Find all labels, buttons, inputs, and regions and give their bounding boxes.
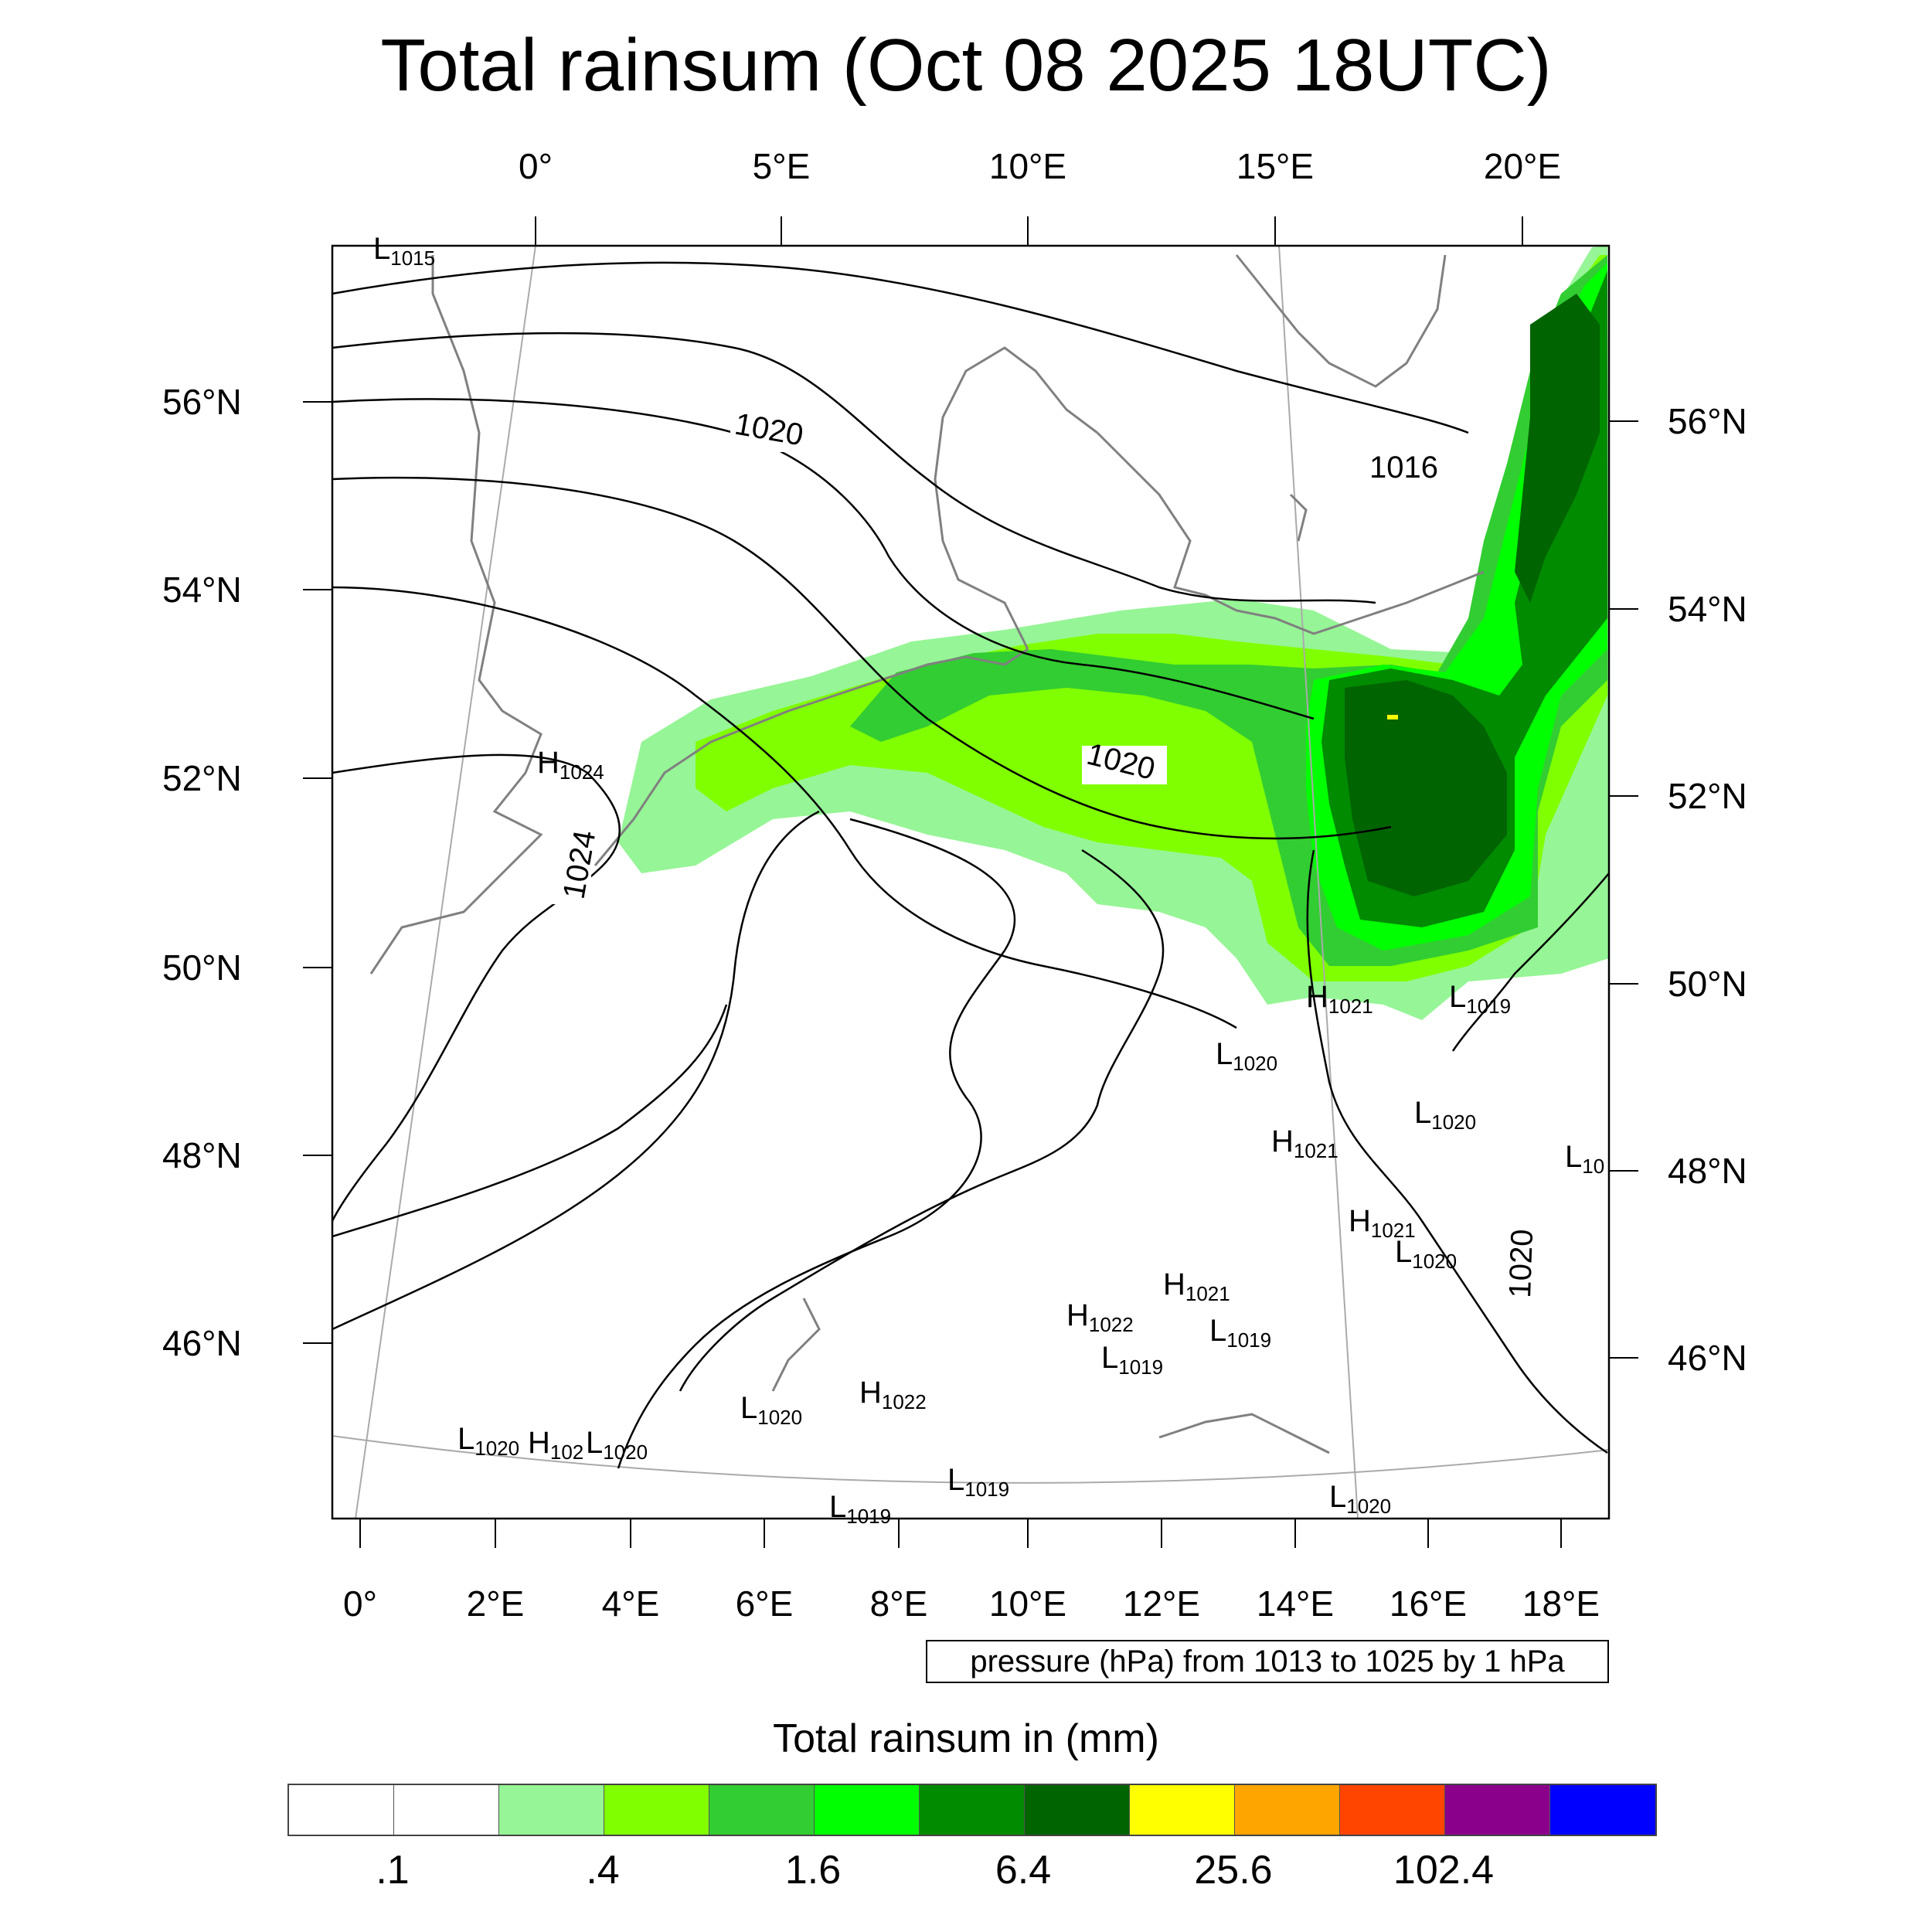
pressure-center: H1021: [1349, 1204, 1416, 1242]
pressure-center: L10: [1565, 1140, 1605, 1178]
lat-label-right: 46°N: [1668, 1338, 1747, 1378]
lon-label-top: 20°E: [1483, 146, 1562, 186]
tick-marks: [303, 216, 1638, 1548]
colorbar: [287, 1784, 1657, 1836]
rain-shading: [618, 246, 1609, 1020]
rain-area-darkest: [1345, 294, 1600, 896]
lon-label-bottom: 2°E: [466, 1583, 525, 1624]
isobar-label: 1016: [1369, 451, 1438, 485]
lon-label-bottom: 16°E: [1389, 1583, 1468, 1624]
lat-label-left: 50°N: [162, 947, 242, 988]
lat-label-left: 54°N: [162, 570, 242, 610]
map-frame: [331, 244, 1611, 1520]
lon-label-bottom: 0°: [343, 1583, 377, 1624]
colorbar-label: 102.4: [1393, 1848, 1495, 1893]
pressure-center: H102: [528, 1426, 584, 1464]
lat-label-left: 52°N: [162, 758, 242, 798]
lon-label-bottom: 6°E: [735, 1583, 794, 1624]
colorbar-box: [1445, 1785, 1550, 1835]
pressure-center: H1021: [1306, 980, 1373, 1018]
isobar-label: 1020: [1503, 1229, 1539, 1298]
lon-label-top: 0°: [519, 146, 553, 186]
rain-max-spot: [1387, 715, 1398, 719]
pressure-center: L1019: [829, 1490, 892, 1528]
map-title: Total rainsum (Oct 08 2025 18UTC): [380, 24, 1552, 107]
colorbar-box: [1550, 1785, 1655, 1835]
colorbar-box: [394, 1785, 499, 1835]
pressure-center: L1020: [1414, 1096, 1477, 1134]
colorbar-box: [1130, 1785, 1235, 1835]
lat-label-left: 46°N: [162, 1323, 242, 1363]
lon-label-top: 5°E: [752, 146, 811, 186]
coastline: [369, 254, 1485, 1454]
pressure-center: H1024: [537, 746, 604, 784]
colorbar-box: [1340, 1785, 1445, 1835]
pressure-center: H1021: [1271, 1124, 1338, 1162]
graticule: [332, 245, 1610, 1519]
lon-label-top: 15°E: [1236, 146, 1315, 186]
lat-label-right: 56°N: [1668, 401, 1747, 441]
lon-label-bottom: 12°E: [1122, 1583, 1201, 1624]
colorbar-label: .4: [586, 1848, 620, 1893]
colorbar-label: .1: [376, 1848, 410, 1893]
isobar-labels: 1020 1016 1020 1024 1020: [553, 407, 1539, 1306]
pressure-center: L1019: [1449, 980, 1512, 1018]
colorbar-box: [920, 1785, 1025, 1835]
lat-label-left: 56°N: [162, 382, 242, 422]
colorbar-box: [499, 1785, 604, 1835]
pressure-center: L1019: [1209, 1314, 1272, 1352]
lon-label-bottom: 14°E: [1256, 1583, 1335, 1624]
colorbar-label: 6.4: [995, 1848, 1052, 1893]
lat-label-right: 52°N: [1668, 776, 1747, 816]
pressure-center: L1020: [457, 1422, 520, 1460]
pressure-center: L1020: [1329, 1480, 1392, 1518]
pressure-center: L1015: [373, 232, 436, 270]
colorbar-box: [1025, 1785, 1130, 1835]
lon-label-bottom: 8°E: [869, 1583, 928, 1624]
colorbar-label: 25.6: [1194, 1848, 1273, 1893]
colorbar-title: Total rainsum in (mm): [773, 1716, 1159, 1761]
pressure-center: H1021: [1163, 1267, 1230, 1305]
colorbar-box: [1235, 1785, 1340, 1835]
pressure-center: H1022: [859, 1376, 927, 1413]
colorbar-box: [289, 1785, 394, 1835]
colorbar-box: [709, 1785, 815, 1835]
lon-label-bottom: 18°E: [1522, 1583, 1600, 1624]
lat-label-right: 54°N: [1668, 589, 1747, 629]
pressure-center: H1022: [1066, 1298, 1134, 1336]
colorbar-label: 1.6: [784, 1848, 842, 1893]
colorbar-box: [604, 1785, 709, 1835]
lon-label-top: 10°E: [988, 146, 1067, 186]
lon-label-bottom: 10°E: [988, 1583, 1067, 1624]
lat-label-right: 50°N: [1668, 964, 1747, 1004]
pressure-center: L1020: [1216, 1037, 1278, 1075]
lon-label-bottom: 4°E: [601, 1583, 660, 1624]
pressure-center: L1020: [586, 1426, 648, 1464]
lat-label-left: 48°N: [162, 1135, 242, 1175]
pressure-center: L1020: [1395, 1235, 1458, 1273]
lat-label-right: 48°N: [1668, 1151, 1747, 1191]
pressure-center: L1019: [1101, 1341, 1164, 1379]
colorbar-box: [815, 1785, 920, 1835]
pressure-note: pressure (hPa) from 1013 to 1025 by 1 hP…: [926, 1640, 1609, 1683]
pressure-center: L1020: [740, 1391, 803, 1429]
pressure-center: L1019: [947, 1463, 1010, 1501]
isobars: [331, 261, 1610, 1469]
